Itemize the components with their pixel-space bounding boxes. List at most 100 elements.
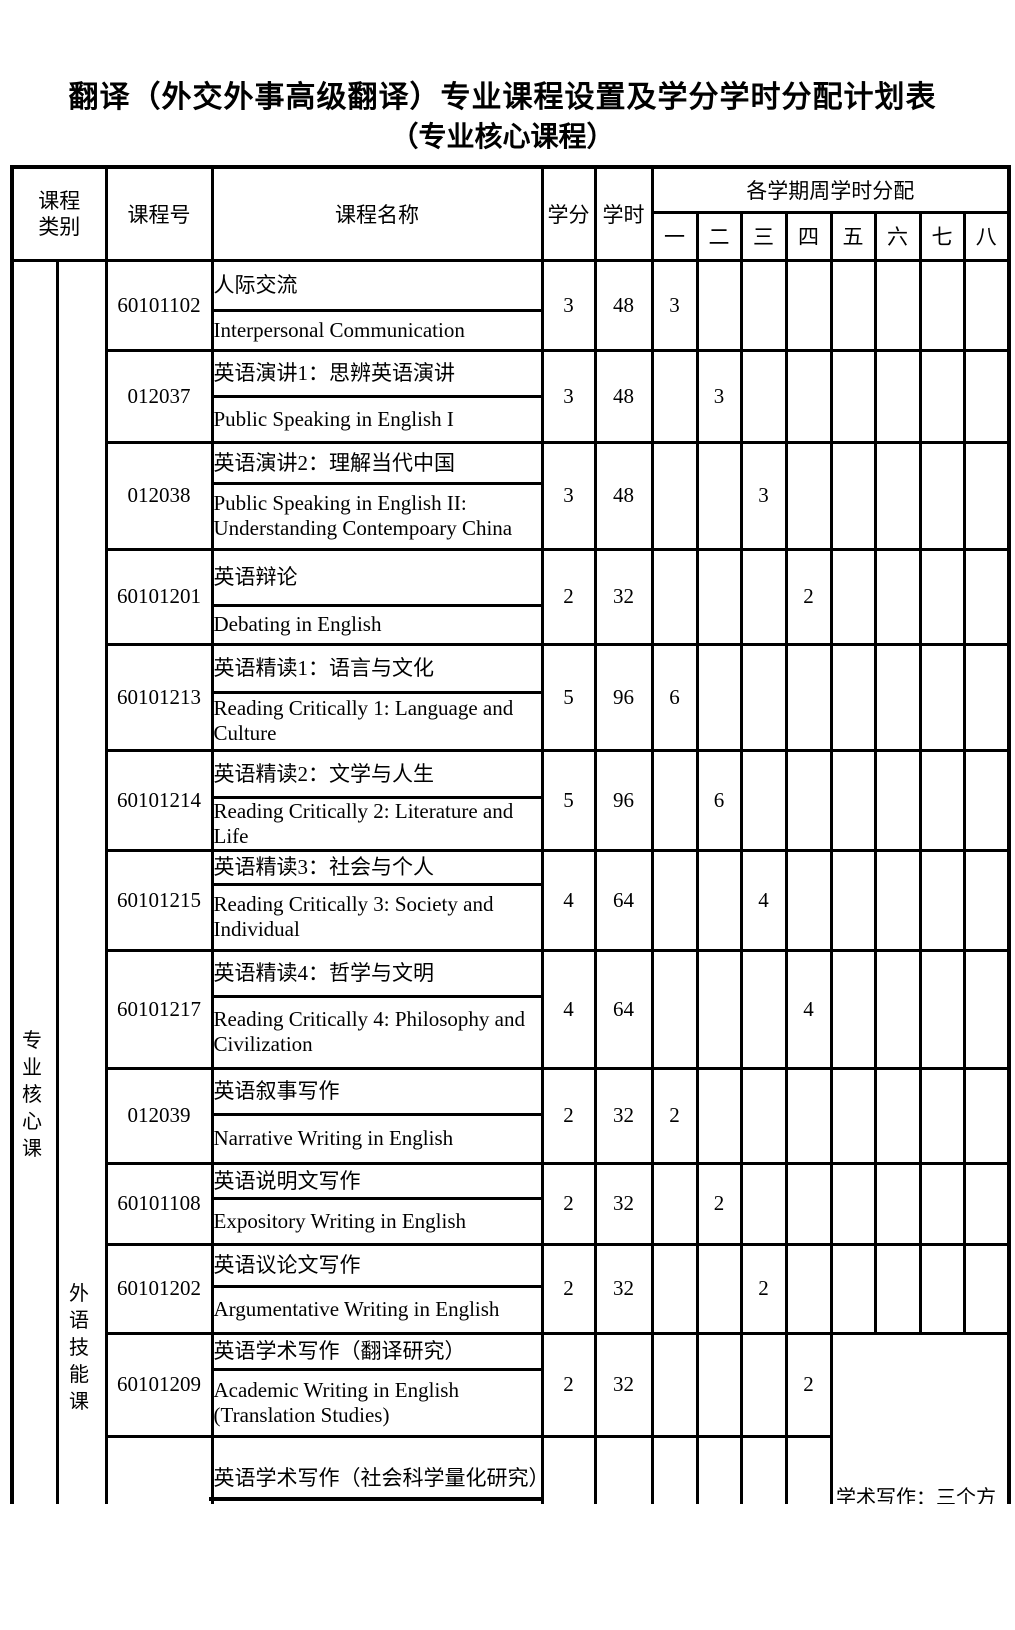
course-row: 60101213 英语精读1：语言与文化 5 96 6 <box>12 642 1011 752</box>
credits-value: 3 <box>540 258 597 352</box>
semester-cell <box>918 348 966 444</box>
semester-cell <box>918 258 966 352</box>
semester-hours: 2 <box>784 547 833 646</box>
semester-cell <box>739 348 788 444</box>
course-plan-table: 课程类别 课程号 课程名称 学分 学时 各学期周学时分配 一 二 三 四 五 六… <box>10 165 1011 1504</box>
semester-cell <box>829 748 877 852</box>
course-name-cn: 英语说明文写作 <box>210 1161 544 1200</box>
table-clip-region: 课程类别 课程号 课程名称 学分 学时 各学期周学时分配 一 二 三 四 五 六… <box>10 165 1011 1504</box>
semester-hours: 6 <box>695 748 743 852</box>
course-name-cn: 英语叙事写作 <box>210 1066 544 1116</box>
course-name-cn: 英语演讲2：理解当代中国 <box>210 440 544 485</box>
semester-cell <box>873 848 922 952</box>
header-sem-2: 二 <box>695 210 743 262</box>
semester-hours: 4 <box>784 948 833 1070</box>
semester-cell <box>784 1066 833 1165</box>
semester-cell <box>918 440 966 551</box>
course-row: 60101202 英语议论文写作 2 32 2 <box>12 1242 1011 1335</box>
semester-cell <box>650 547 699 646</box>
credits-cell <box>540 1434 597 1504</box>
course-row-en: Public Speaking in English II: Understan… <box>12 481 1009 551</box>
course-code <box>104 1434 214 1504</box>
semester-cell <box>829 642 877 752</box>
course-row-en: Debating in English <box>12 603 1009 646</box>
course-code: 60101217 <box>104 948 214 1070</box>
semester-cell <box>739 948 788 1070</box>
semester-cell <box>873 547 922 646</box>
hours-value: 64 <box>593 948 654 1070</box>
course-name-en: Narrative Writing in English <box>210 1112 544 1165</box>
course-name-en: Interpersonal Communication <box>210 308 544 352</box>
semester-cell <box>695 848 743 952</box>
course-code: 60101215 <box>104 848 214 952</box>
credits-value: 2 <box>540 547 597 646</box>
course-name-en: Academic Writing in English (Translation… <box>210 1367 544 1438</box>
semester-cell <box>962 1161 1011 1246</box>
header-sem-3: 三 <box>739 210 788 262</box>
hours-cell <box>593 1434 654 1504</box>
course-name-cn: 英语精读3：社会与个人 <box>210 848 544 886</box>
semester-cell <box>784 258 833 352</box>
course-row-en: Reading Critically 2: Literature and Lif… <box>12 795 1009 852</box>
semester-cell <box>829 348 877 444</box>
course-name-en: Reading Critically 3: Society and Indivi… <box>210 882 544 952</box>
header-category-label: 课程类别 <box>38 188 81 239</box>
course-row: 60101108 英语说明文写作 2 32 2 <box>12 1161 1011 1246</box>
semester-cell <box>829 258 877 352</box>
semester-cell <box>650 1242 699 1335</box>
credits-value: 2 <box>540 1242 597 1335</box>
semester-cell <box>962 848 1011 952</box>
course-code: 60101214 <box>104 748 214 852</box>
course-row-en: Reading Critically 4: Philosophy and Civ… <box>12 994 1009 1070</box>
header-hours: 学时 <box>593 165 654 262</box>
page-subtitle: （专业核心课程） <box>390 122 615 153</box>
semester-cell <box>962 1242 1011 1335</box>
semester-cell <box>918 1242 966 1335</box>
hours-value: 96 <box>593 748 654 852</box>
course-row: 012038 英语演讲2：理解当代中国 3 48 3 <box>12 440 1011 551</box>
course-code: 60101202 <box>104 1242 214 1335</box>
hours-value: 32 <box>593 1242 654 1335</box>
semester-cell <box>873 748 922 852</box>
course-row-en: Argumentative Writing in English <box>12 1284 1009 1335</box>
credits-value: 4 <box>540 848 597 952</box>
header-sem-6: 六 <box>873 210 922 262</box>
header-name: 课程名称 <box>210 165 544 262</box>
semester-cell <box>695 1331 743 1438</box>
course-name-en: Reading Critically 1: Language and Cultu… <box>210 690 544 752</box>
semester-cell <box>962 440 1011 551</box>
semester-hours: 4 <box>739 848 788 952</box>
semester-cell <box>873 948 922 1070</box>
course-row-partial: 英语学术写作（社会科学量化研究） <box>12 1434 1009 1504</box>
semester-cell <box>695 1242 743 1335</box>
course-row-en: Expository Writing in English <box>12 1196 1009 1246</box>
credits-value: 5 <box>540 748 597 852</box>
semester-cell <box>784 1161 833 1246</box>
semester-hours: 3 <box>695 348 743 444</box>
credits-value: 2 <box>540 1066 597 1165</box>
category-label-core: 专业核心课 <box>22 1030 42 1160</box>
course-row-en: Interpersonal Communication <box>12 308 1009 352</box>
semester-cell <box>962 948 1011 1070</box>
header-sem-1: 一 <box>650 210 699 262</box>
semester-cell <box>918 748 966 852</box>
course-row: 60101201 英语辩论 2 32 2 <box>12 547 1011 646</box>
semester-cell <box>650 348 699 444</box>
semester-cell <box>739 1434 788 1504</box>
hours-value: 32 <box>593 1161 654 1246</box>
semester-cell <box>962 748 1011 852</box>
semester-cell <box>873 1242 922 1335</box>
semester-cell <box>962 547 1011 646</box>
course-name-en: Public Speaking in English I <box>210 394 544 444</box>
semester-hours: 2 <box>784 1331 833 1438</box>
hours-value: 48 <box>593 258 654 352</box>
semester-cell <box>962 1066 1011 1165</box>
header-credits: 学分 <box>540 165 597 262</box>
course-row-en: Reading Critically 3: Society and Indivi… <box>12 882 1009 952</box>
course-code: 60101102 <box>104 258 214 352</box>
semester-cell <box>784 848 833 952</box>
header-sem-8: 八 <box>962 210 1011 262</box>
course-name-cn: 英语精读1：语言与文化 <box>210 642 544 694</box>
course-row: 012037 英语演讲1：思辨英语演讲 3 48 3 <box>12 348 1011 444</box>
